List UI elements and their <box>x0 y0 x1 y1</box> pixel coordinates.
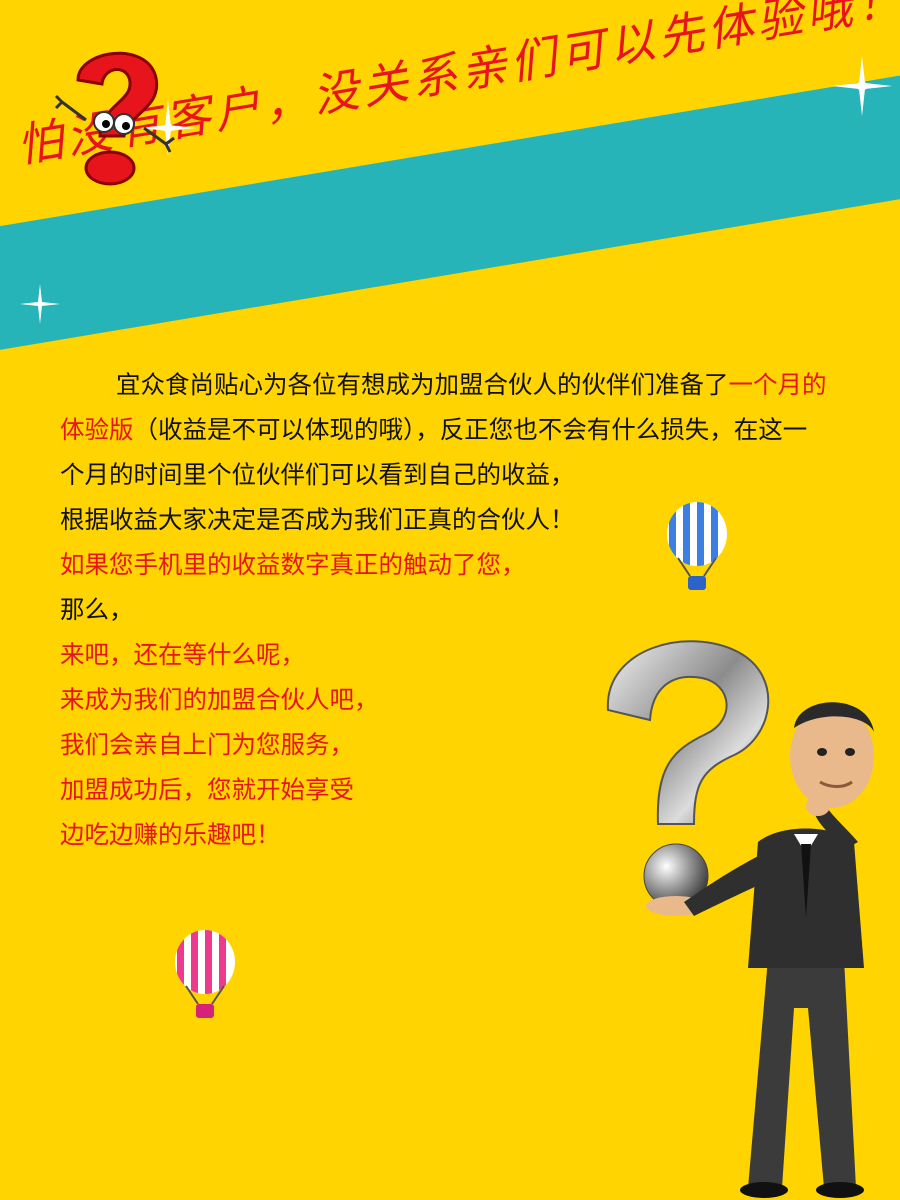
paragraph-service: 我们会亲自上门为您服务， <box>60 730 354 759</box>
content-body: 宜众食尚贴心为各位有想成为加盟合伙人的伙伴们准备了一个月的体验版（收益是不可以体… <box>60 362 830 857</box>
sparkle-icon <box>140 100 196 156</box>
paragraph-earn: 边吃边赚的乐趣吧！ <box>60 820 281 849</box>
sparkle-icon <box>20 284 60 324</box>
trial-highlight: 一个月的体验版 <box>60 370 827 444</box>
paragraph-touch: 如果您手机里的收益数字真正的触动了您， <box>60 550 526 579</box>
question-mark-character-icon <box>54 51 175 186</box>
hot-air-balloon-blue-icon <box>667 502 727 590</box>
thinking-businessman-icon <box>606 640 874 1198</box>
intro-text-end: （收益是不可以体现的哦），反正您也不会有什么损失，在这一个月的时间里个位伙伴们可… <box>60 415 808 489</box>
paragraph-come: 来吧，还在等什么呢， <box>60 640 305 669</box>
paragraph-join: 来成为我们的加盟合伙人吧， <box>60 685 379 714</box>
paragraph-decide: 根据收益大家决定是否成为我们正真的合伙人！ <box>60 505 575 534</box>
paragraph-enjoy: 加盟成功后，您就开始享受 <box>60 775 354 804</box>
intro-text-start: 宜众食尚贴心为各位有想成为加盟合伙人的伙伴们准备了 <box>116 370 729 399</box>
sparkle-icon <box>832 56 892 116</box>
paragraph-then: 那么， <box>60 595 134 624</box>
hot-air-balloon-pink-icon <box>175 930 235 1018</box>
paragraph-intro: 宜众食尚贴心为各位有想成为加盟合伙人的伙伴们准备了一个月的体验版（收益是不可以体… <box>60 362 830 497</box>
